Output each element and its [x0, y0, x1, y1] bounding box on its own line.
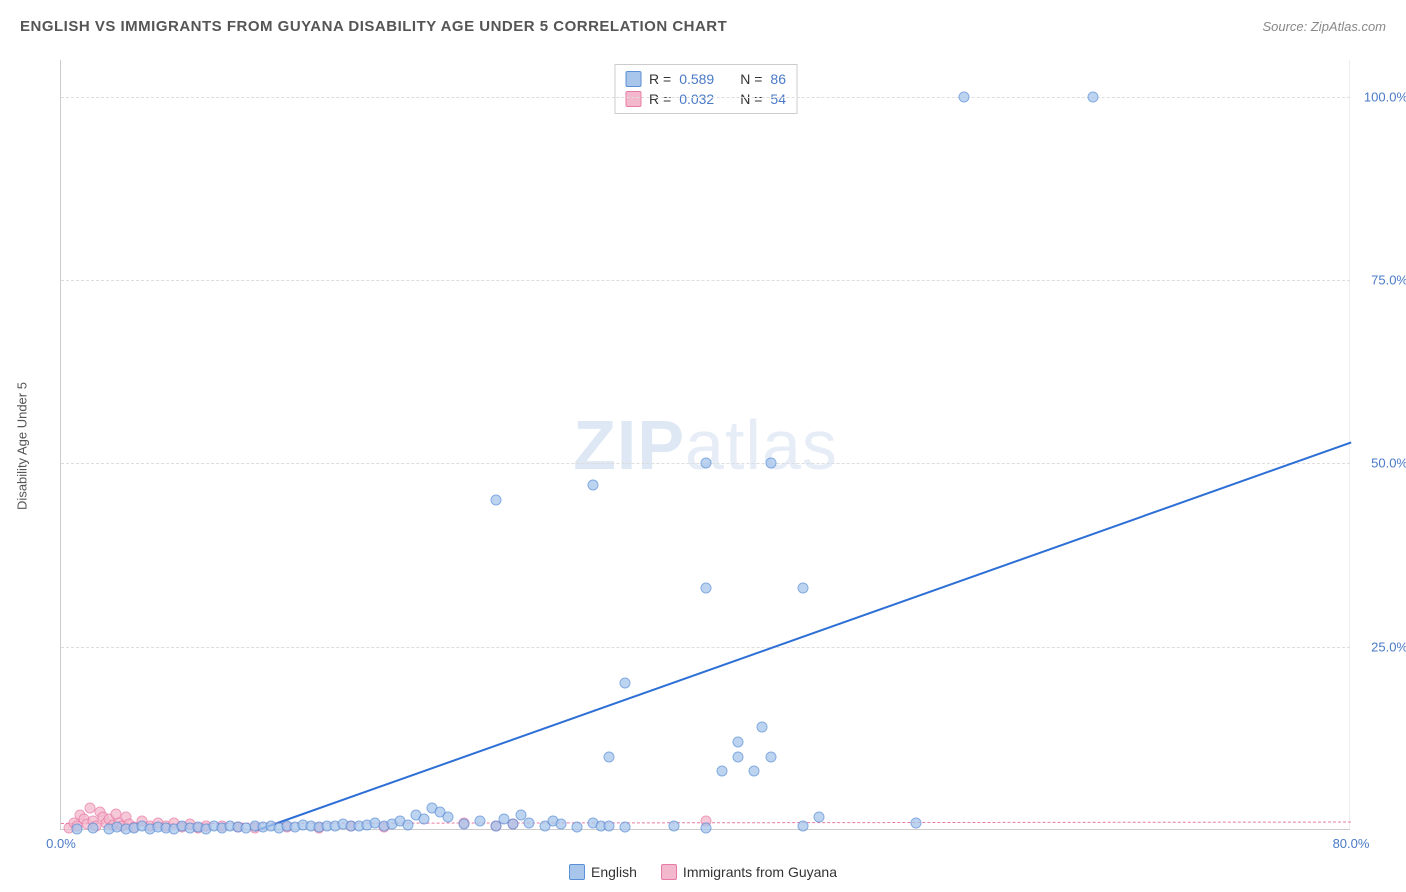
source-label: Source: ZipAtlas.com [1262, 19, 1386, 34]
scatter-point [797, 821, 808, 832]
scatter-point [572, 822, 583, 833]
n-label: N = [740, 71, 762, 87]
scatter-point [701, 583, 712, 594]
scatter-point [418, 814, 429, 825]
scatter-point [1088, 91, 1099, 102]
stats-legend-row: R = 0.589 N = 86 [625, 69, 786, 89]
watermark-zip: ZIP [573, 406, 685, 484]
chart-title: ENGLISH VS IMMIGRANTS FROM GUYANA DISABI… [20, 18, 727, 35]
legend-item: Immigrants from Guyana [661, 864, 837, 880]
y-tick-label: 50.0% [1371, 456, 1406, 471]
scatter-point [588, 480, 599, 491]
title-bar: ENGLISH VS IMMIGRANTS FROM GUYANA DISABI… [20, 18, 1386, 35]
scatter-point [443, 811, 454, 822]
n-value: 54 [770, 91, 786, 107]
r-value: 0.032 [679, 91, 714, 107]
scatter-point [668, 821, 679, 832]
x-tick-label: 0.0% [46, 836, 76, 851]
series-legend: English Immigrants from Guyana [569, 864, 837, 880]
r-value: 0.589 [679, 71, 714, 87]
scatter-point [701, 458, 712, 469]
swatch-icon [661, 864, 677, 880]
scatter-point [620, 678, 631, 689]
scatter-point [620, 822, 631, 833]
scatter-point [813, 811, 824, 822]
swatch-icon [625, 71, 641, 87]
scatter-point [604, 821, 615, 832]
y-tick-label: 25.0% [1371, 639, 1406, 654]
scatter-point [402, 819, 413, 830]
scatter-point [910, 817, 921, 828]
scatter-point [733, 737, 744, 748]
scatter-point [797, 583, 808, 594]
watermark-rest: atlas [685, 406, 838, 484]
scatter-point [491, 495, 502, 506]
stats-legend: R = 0.589 N = 86 R = 0.032 N = 54 [614, 64, 797, 114]
swatch-icon [625, 91, 641, 107]
chart-plot-area: ZIPatlas R = 0.589 N = 86 R = 0.032 N = … [60, 60, 1350, 830]
scatter-point [757, 722, 768, 733]
scatter-point [717, 766, 728, 777]
y-tick-label: 100.0% [1364, 89, 1406, 104]
watermark: ZIPatlas [573, 405, 838, 485]
grid-line [61, 280, 1350, 281]
scatter-point [701, 822, 712, 833]
x-tick-label: 80.0% [1333, 836, 1370, 851]
y-tick-label: 75.0% [1371, 273, 1406, 288]
scatter-point [765, 751, 776, 762]
stats-legend-row: R = 0.032 N = 54 [625, 89, 786, 109]
r-label: R = [649, 91, 671, 107]
n-label: N = [740, 91, 762, 107]
scatter-point [765, 458, 776, 469]
trend-line [254, 441, 1351, 832]
scatter-point [959, 91, 970, 102]
scatter-point [475, 816, 486, 827]
legend-item: English [569, 864, 637, 880]
scatter-point [523, 817, 534, 828]
scatter-point [555, 819, 566, 830]
scatter-point [459, 819, 470, 830]
r-label: R = [649, 71, 671, 87]
legend-label: English [591, 864, 637, 880]
grid-line [61, 97, 1350, 98]
chart-right-border [1349, 60, 1350, 829]
swatch-icon [569, 864, 585, 880]
scatter-point [88, 822, 99, 833]
scatter-point [749, 766, 760, 777]
scatter-point [733, 751, 744, 762]
scatter-point [72, 823, 83, 834]
scatter-point [507, 819, 518, 830]
legend-label: Immigrants from Guyana [683, 864, 837, 880]
scatter-point [604, 751, 615, 762]
n-value: 86 [770, 71, 786, 87]
y-axis-title: Disability Age Under 5 [15, 382, 30, 510]
grid-line [61, 647, 1350, 648]
